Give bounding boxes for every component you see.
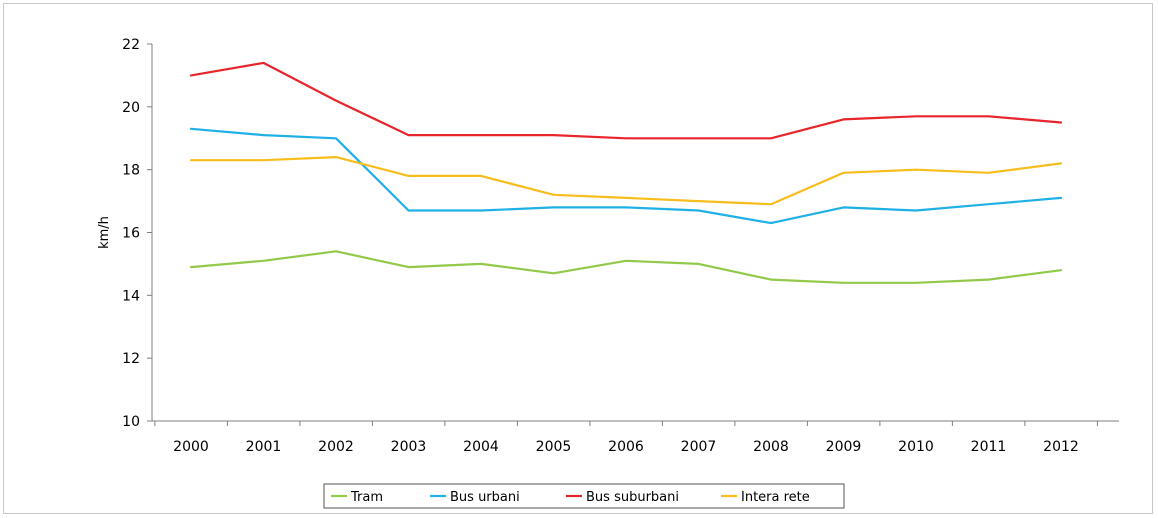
legend-label: Intera rete bbox=[741, 490, 810, 505]
y-axis-title: km/h bbox=[97, 216, 112, 249]
y-tick-label: 12 bbox=[122, 351, 140, 367]
series-line-intera-rete bbox=[189, 156, 1063, 206]
series-line-bus-urbani bbox=[189, 127, 1063, 225]
x-tick-label: 2002 bbox=[318, 439, 354, 455]
x-tick-label: 2005 bbox=[536, 439, 572, 455]
x-tick-label: 2010 bbox=[898, 439, 934, 455]
y-tick-label: 22 bbox=[122, 37, 140, 53]
series-line-bus-suburbani bbox=[189, 61, 1063, 140]
x-tick-label: 2008 bbox=[753, 439, 789, 455]
y-tick-label: 10 bbox=[122, 414, 140, 430]
y-tick-label: 14 bbox=[122, 288, 140, 304]
legend-box bbox=[323, 483, 845, 509]
x-tick-label: 2006 bbox=[608, 439, 644, 455]
legend: Tram Bus urbani Bus suburbani Intera rete bbox=[323, 483, 845, 509]
series-line-tram bbox=[189, 250, 1063, 284]
legend-label: Bus suburbani bbox=[586, 490, 679, 505]
x-tick-label: 2012 bbox=[1043, 439, 1079, 455]
x-tick-label: 2001 bbox=[246, 439, 282, 455]
legend-label: Bus urbani bbox=[450, 490, 520, 505]
chart-frame: 10 12 14 16 18 20 22 2000 2001 2002 2003 2004 2005 2… bbox=[3, 3, 1153, 514]
plot-lines bbox=[189, 61, 1063, 284]
x-tick-label: 2004 bbox=[463, 439, 499, 455]
x-axis: 2000 2001 2002 2003 2004 2005 2006 2007 2008 2009… bbox=[152, 420, 1119, 455]
x-tick-label: 2011 bbox=[971, 439, 1007, 455]
legend-label: Tram bbox=[350, 490, 383, 505]
y-tick-label: 20 bbox=[122, 100, 140, 116]
y-tick-label: 18 bbox=[122, 163, 140, 179]
x-tick-label: 2003 bbox=[391, 439, 427, 455]
x-tick-label: 2009 bbox=[826, 439, 862, 455]
x-tick-label: 2000 bbox=[173, 439, 209, 455]
x-tick-label: 2007 bbox=[681, 439, 717, 455]
y-tick-label: 16 bbox=[122, 226, 140, 242]
y-axis: 10 12 14 16 18 20 22 bbox=[122, 37, 153, 430]
